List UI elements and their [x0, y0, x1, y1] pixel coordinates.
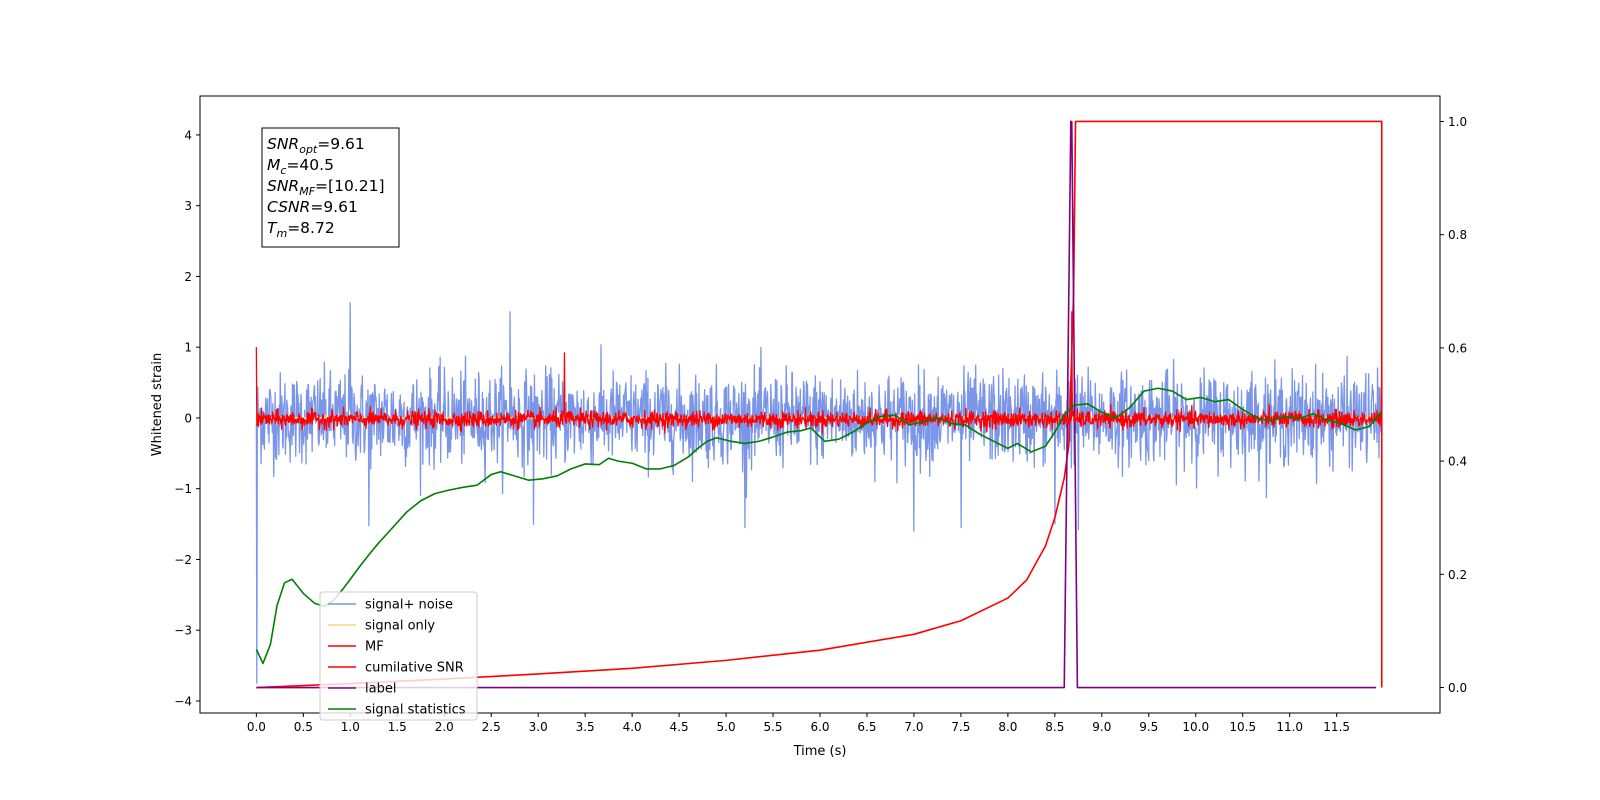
info-box-line: Tm=8.72 — [267, 219, 335, 240]
x-axis: 0.0 0.5 1.0 1.5 2.0 2.5 3.0 3.5 4.0 4.5 5.0 5.5 6.0 6… — [247, 713, 1350, 734]
y2-tick-label: 0.4 — [1448, 455, 1467, 469]
y-tick-label: 2 — [184, 270, 192, 284]
info-box-line: CSNR=9.61 — [267, 198, 358, 216]
info-box: SNRopt=9.61Mc=40.5SNRMF=[10.21]CSNR=9.61… — [261, 127, 400, 248]
x-tick-label: 6.0 — [810, 720, 829, 734]
x-tick-label: 11.0 — [1276, 720, 1303, 734]
legend-entry: signal only — [365, 619, 435, 634]
x-tick-label: 2.0 — [435, 720, 454, 734]
x-tick-label: 5.0 — [717, 720, 736, 734]
y-tick-label: 1 — [184, 341, 192, 355]
legend-entry: label — [365, 682, 396, 697]
y-axis-right: 0.0 0.2 0.4 0.6 0.8 1.0 — [1440, 115, 1467, 695]
x-tick-label: 8.5 — [1045, 720, 1064, 734]
series-line-mf — [255, 311, 1383, 435]
x-tick-label: 8.0 — [998, 720, 1017, 734]
x-tick-label: 3.0 — [529, 720, 548, 734]
x-tick-label: 3.5 — [576, 720, 595, 734]
y-tick-label: −2 — [174, 553, 192, 567]
x-tick-label: 10.5 — [1229, 720, 1256, 734]
y-axis-label: Whitened strain — [150, 353, 165, 456]
y-tick-label: −4 — [174, 694, 192, 708]
plot-area — [255, 120, 1383, 689]
y-tick-label: 3 — [184, 199, 192, 213]
x-tick-label: 1.0 — [341, 720, 360, 734]
x-axis-label: Time (s) — [793, 744, 847, 759]
info-box-line: SNRMF=[10.21] — [267, 177, 385, 198]
y-tick-label: 0 — [184, 411, 192, 425]
x-tick-label: 1.5 — [388, 720, 407, 734]
series-line-signal-statistics — [255, 387, 1383, 665]
y2-tick-label: 0.2 — [1448, 568, 1467, 582]
x-tick-label: 0.0 — [247, 720, 266, 734]
series-line-label — [256, 120, 1377, 689]
x-tick-label: 11.5 — [1323, 720, 1350, 734]
legend: signal+ noise signal only MF cumilative SNR… — [319, 591, 478, 721]
y-tick-label: −3 — [174, 624, 192, 638]
y-axis-left: −4 −3 −2 −1 0 1 2 3 4 — [174, 128, 200, 708]
y-tick-label: −1 — [174, 482, 192, 496]
x-tick-label: 4.5 — [670, 720, 689, 734]
y2-tick-label: 0.0 — [1448, 681, 1467, 695]
y2-tick-label: 1.0 — [1448, 115, 1467, 129]
x-tick-label: 5.5 — [763, 720, 782, 734]
info-box-line: Mc=40.5 — [267, 156, 334, 177]
x-tick-label: 9.0 — [1092, 720, 1111, 734]
y2-tick-label: 0.8 — [1448, 228, 1467, 242]
legend-entry: signal+ noise — [365, 598, 453, 613]
x-tick-label: 9.5 — [1139, 720, 1158, 734]
x-tick-label: 7.5 — [951, 720, 970, 734]
y2-tick-label: 0.6 — [1448, 341, 1467, 355]
x-tick-label: 0.5 — [294, 720, 313, 734]
legend-entry: MF — [365, 640, 384, 655]
x-tick-label: 4.0 — [623, 720, 642, 734]
info-box-line: SNRopt=9.61 — [267, 135, 365, 156]
legend-frame — [319, 591, 478, 721]
legend-entry: cumilative SNR — [365, 661, 464, 676]
info-box-frame — [261, 127, 400, 248]
x-tick-label: 10.0 — [1182, 720, 1209, 734]
x-tick-label: 7.0 — [904, 720, 923, 734]
legend-entry: signal statistics — [365, 703, 466, 718]
y-tick-label: 4 — [184, 128, 192, 142]
x-tick-label: 6.5 — [857, 720, 876, 734]
x-tick-label: 2.5 — [482, 720, 501, 734]
